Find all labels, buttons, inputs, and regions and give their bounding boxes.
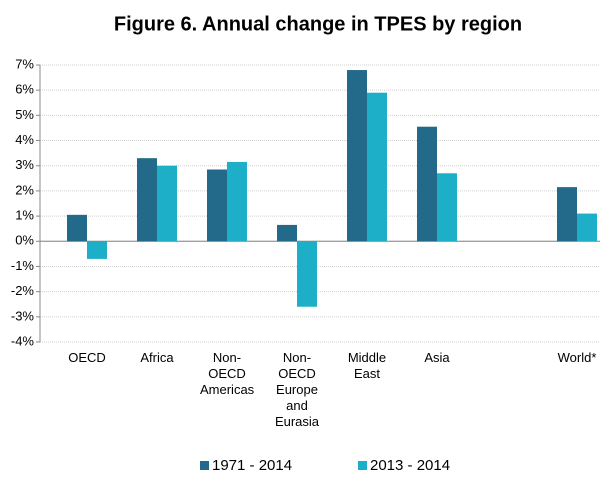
x-tick-label: World* [557,350,597,365]
bar [207,169,227,242]
x-tick-label: Non-OECD Europe and Eurasia [274,350,320,429]
legend-label: 1971 - 2014 [212,457,292,474]
y-tick-label: -4% [11,333,35,348]
chart-title: Figure 6. Annual change in TPES by regio… [114,13,522,35]
bar [297,241,317,307]
bar [87,241,107,259]
y-tick-label: 0% [15,233,34,248]
bar [367,92,387,242]
y-tick-label: 6% [15,82,34,97]
bar [417,126,437,242]
x-tick-label: OECD [68,350,106,365]
y-tick-label: -3% [11,308,35,323]
y-tick-label: 4% [15,132,34,147]
y-tick-label: 3% [15,157,34,172]
legend-swatch [200,461,209,470]
x-tick-label: Non-OECD Americas [200,350,255,397]
bar [67,214,87,242]
y-tick-label: 2% [15,182,34,197]
bar [277,224,297,242]
legend-label: 2013 - 2014 [370,457,450,474]
bar [137,158,157,242]
y-tick-label: 1% [15,208,34,223]
bar [437,173,457,242]
y-tick-label: -2% [11,283,35,298]
bar [577,213,597,242]
bar [557,187,577,242]
x-tick-label: Middle East [347,350,387,381]
y-tick-label: 7% [15,56,34,71]
bar [157,165,177,242]
bar [347,70,367,242]
y-tick-label: -1% [11,258,35,273]
legend-swatch [358,461,367,470]
x-tick-label: Asia [424,350,450,365]
y-tick-label: 5% [15,107,34,122]
x-tick-label: Africa [140,350,174,365]
bar [227,161,247,242]
